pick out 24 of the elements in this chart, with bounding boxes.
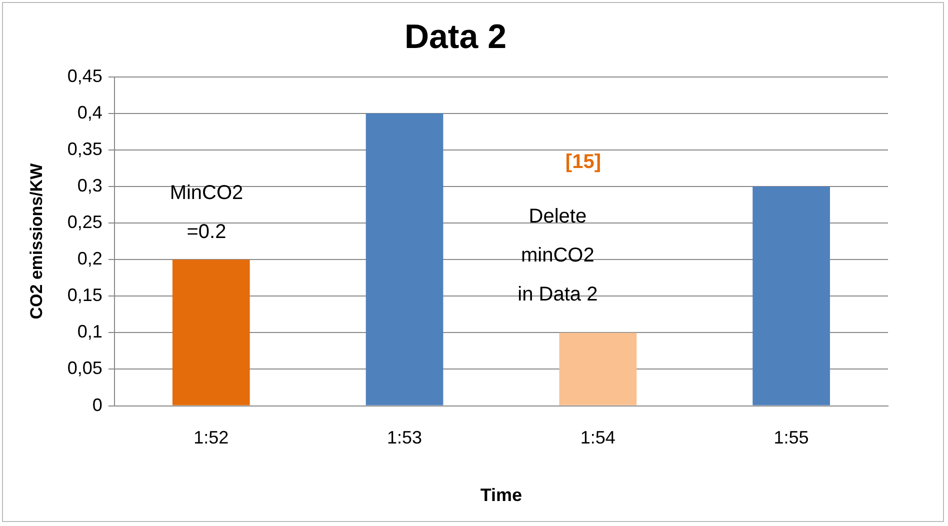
y-tick-label: 0,3 — [77, 175, 102, 196]
annotation: Delete minCO2 in Data 2 — [518, 206, 598, 306]
y-tick-label: 0,2 — [77, 248, 102, 269]
annotation: [15] — [565, 151, 602, 174]
y-tick-label: 0,15 — [67, 285, 102, 306]
y-tick-label: 0,25 — [67, 212, 102, 232]
x-tick-label: 1:54 — [580, 428, 616, 448]
bar — [366, 113, 444, 406]
x-axis-title: Time — [480, 485, 522, 506]
bar — [172, 260, 250, 406]
chart-title: Data 2 — [404, 18, 507, 56]
y-tick-label: 0,05 — [67, 358, 102, 378]
annotation: MinCO2 =0.2 — [170, 182, 244, 244]
y-tick-label: 0,35 — [67, 138, 102, 159]
x-tick-label: 1:55 — [774, 428, 809, 448]
y-tick-label: 0,1 — [77, 322, 102, 342]
y-tick-label: 0,45 — [67, 66, 102, 86]
x-tick-label: 1:53 — [386, 428, 422, 448]
bar — [559, 332, 637, 406]
bar — [752, 186, 830, 406]
y-tick-label: 0,4 — [77, 102, 102, 122]
x-tick-label: 1:52 — [194, 428, 229, 448]
y-axis-title: CO2 emissions/KW — [26, 162, 46, 320]
y-tick-label: 0 — [92, 394, 102, 415]
